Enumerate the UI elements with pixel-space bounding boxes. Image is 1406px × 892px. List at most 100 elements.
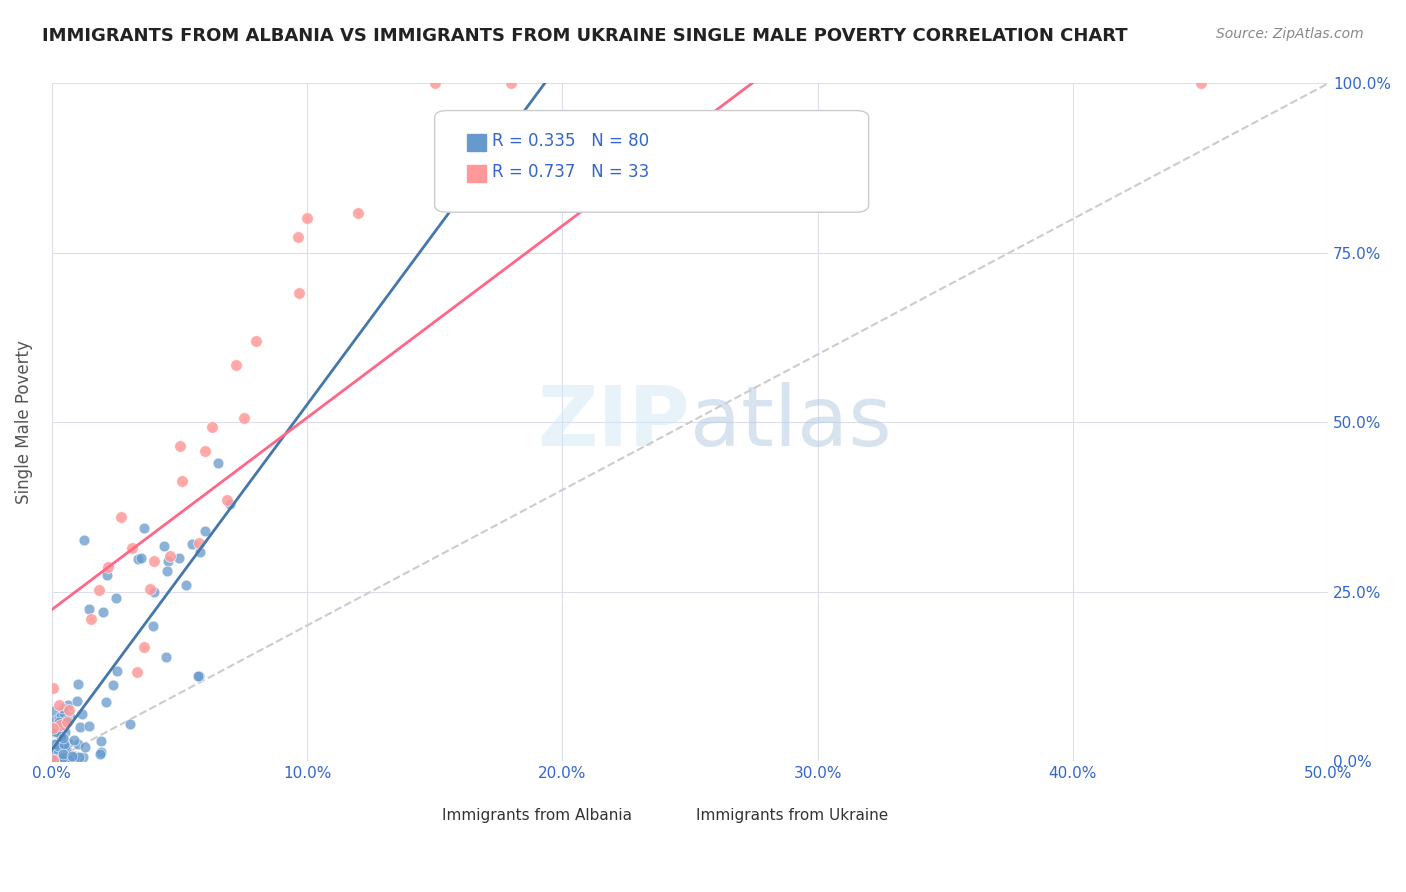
Point <box>72 750 94 764</box>
Point <box>207 456 229 470</box>
Point <box>52 701 75 715</box>
Point <box>42 723 65 738</box>
Point <box>49 729 72 743</box>
Point <box>96 568 118 582</box>
Point <box>129 550 152 565</box>
Point <box>53 739 76 753</box>
Point <box>55 742 77 756</box>
Point <box>42 753 65 767</box>
Point <box>215 492 238 507</box>
Text: Immigrants from Ukraine: Immigrants from Ukraine <box>696 808 889 822</box>
Point <box>105 664 128 678</box>
Point <box>52 744 75 758</box>
Point <box>287 230 309 244</box>
Point <box>53 737 76 751</box>
Point <box>174 578 197 592</box>
Text: R = 0.335   N = 80: R = 0.335 N = 80 <box>492 132 650 150</box>
Point <box>80 612 103 626</box>
Point <box>66 693 89 707</box>
Point <box>59 710 82 724</box>
Point <box>188 536 211 550</box>
Point <box>49 718 72 732</box>
Point <box>45 724 67 739</box>
Point <box>89 747 111 761</box>
Point <box>118 717 141 731</box>
Point <box>60 749 83 764</box>
Y-axis label: Single Male Poverty: Single Male Poverty <box>15 341 32 504</box>
Point <box>42 714 65 728</box>
Text: Source: ZipAtlas.com: Source: ZipAtlas.com <box>1216 27 1364 41</box>
Point <box>77 719 100 733</box>
Point <box>169 550 191 565</box>
Point <box>89 582 111 597</box>
Point <box>48 698 70 712</box>
Point <box>73 533 96 548</box>
Point <box>170 475 193 489</box>
Point <box>66 737 89 751</box>
Point <box>288 285 311 300</box>
Text: IMMIGRANTS FROM ALBANIA VS IMMIGRANTS FROM UKRAINE SINGLE MALE POVERTY CORRELATI: IMMIGRANTS FROM ALBANIA VS IMMIGRANTS FR… <box>42 27 1128 45</box>
Point <box>42 742 65 756</box>
Point <box>90 745 112 759</box>
Point <box>194 444 217 458</box>
Point <box>67 750 90 764</box>
Point <box>232 410 254 425</box>
Text: ZIP: ZIP <box>537 382 690 463</box>
Point <box>156 554 179 568</box>
Point <box>52 747 75 761</box>
Point <box>42 704 65 718</box>
Point <box>155 649 177 664</box>
Point <box>77 602 100 616</box>
Point <box>73 739 96 754</box>
Point <box>138 582 160 597</box>
Point <box>48 711 70 725</box>
Text: Immigrants from Albania: Immigrants from Albania <box>441 808 631 822</box>
Point <box>134 521 156 535</box>
Text: atlas: atlas <box>690 382 891 463</box>
Point <box>51 708 73 723</box>
Point <box>97 560 120 574</box>
Point <box>132 640 155 654</box>
Point <box>42 721 65 735</box>
Point <box>142 554 165 568</box>
Point <box>142 584 165 599</box>
Point <box>96 695 118 709</box>
Point <box>101 678 124 692</box>
Point <box>46 739 69 754</box>
Point <box>142 619 165 633</box>
Point <box>219 497 242 511</box>
Point <box>56 713 79 727</box>
Point <box>56 714 79 729</box>
Point <box>49 752 72 766</box>
Bar <box>409 812 441 825</box>
Point <box>66 677 89 691</box>
Point <box>62 732 84 747</box>
Point <box>55 750 77 764</box>
Point <box>347 206 370 220</box>
Point <box>70 707 93 722</box>
Point <box>188 669 211 683</box>
Point <box>63 749 86 764</box>
Point <box>58 753 80 767</box>
Point <box>53 713 76 727</box>
Point <box>225 358 247 372</box>
Point <box>91 605 114 619</box>
Point <box>53 706 76 721</box>
Point <box>52 731 75 745</box>
Point <box>90 734 112 748</box>
Point <box>190 545 212 559</box>
Point <box>181 537 204 551</box>
Point <box>45 737 67 751</box>
Point <box>245 334 267 348</box>
Point <box>1189 77 1212 91</box>
Point <box>169 439 191 453</box>
Point <box>127 665 149 679</box>
Point <box>69 720 91 734</box>
Point <box>44 737 66 751</box>
Point <box>56 698 79 712</box>
Point <box>48 715 70 730</box>
Point <box>55 744 77 758</box>
Text: R = 0.737   N = 33: R = 0.737 N = 33 <box>492 162 650 180</box>
Point <box>159 549 181 564</box>
Point <box>56 711 79 725</box>
